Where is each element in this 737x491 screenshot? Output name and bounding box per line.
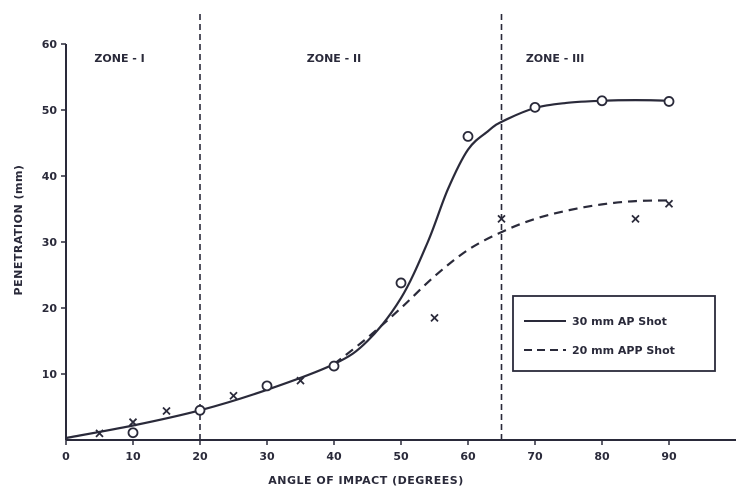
- data-point-x: [631, 214, 640, 224]
- series-line-app-20mm: [333, 199, 670, 365]
- data-point-circle: [194, 404, 206, 416]
- series-markers: [95, 95, 675, 439]
- x-tick-label: 50: [393, 450, 409, 463]
- data-point-x: [296, 376, 305, 385]
- data-point-x: [497, 214, 506, 224]
- legend-label-20mm: 20 mm APP Shot: [572, 344, 675, 357]
- y-tick-label: 60: [42, 38, 58, 51]
- ticks: 0 10 20 30 40 50 60 70 80 90 10 20 30 40 50 60: [42, 38, 677, 463]
- data-point-x: [229, 391, 238, 400]
- series-line-ap-30mm: [65, 98, 670, 440]
- axes: [65, 44, 736, 441]
- zone-label: ZONE - I: [94, 52, 144, 65]
- x-tick-label: 80: [594, 450, 610, 463]
- legend: 30 mm AP Shot 20 mm APP Shot: [512, 295, 716, 372]
- data-point-circle: [529, 101, 541, 113]
- zone-label: ZONE - III: [526, 52, 585, 65]
- legend-label-30mm: 30 mm AP Shot: [572, 315, 667, 328]
- x-tick-label: 90: [661, 450, 677, 463]
- series-lines: [65, 98, 670, 440]
- y-tick-label: 30: [42, 236, 58, 249]
- y-tick-label: 10: [42, 368, 58, 381]
- data-point-circle: [328, 360, 340, 372]
- data-point-circle: [261, 380, 273, 392]
- data-point-x: [162, 406, 171, 416]
- y-tick-label: 50: [42, 104, 58, 117]
- data-point-circle: [596, 95, 608, 107]
- zone-label: ZONE - II: [307, 52, 361, 65]
- data-point-x: [128, 418, 138, 427]
- legend-box: [512, 295, 716, 372]
- zone-labels: ZONE - I ZONE - II ZONE - III: [94, 52, 584, 65]
- x-tick-label: 60: [460, 450, 476, 463]
- x-axis-label: ANGLE OF IMPACT (DEGREES): [268, 474, 463, 487]
- data-point-x: [430, 313, 439, 323]
- x-tick-label: 40: [326, 450, 342, 463]
- y-tick-label: 20: [42, 302, 58, 315]
- x-tick-label: 70: [527, 450, 543, 463]
- data-point-circle: [395, 277, 407, 289]
- data-point-x: [664, 199, 674, 208]
- y-tick-label: 40: [42, 170, 58, 183]
- y-axis-label: PENETRATION (mm): [12, 165, 25, 296]
- x-tick-label: 10: [125, 450, 141, 463]
- x-tick-label: 0: [62, 450, 70, 463]
- x-tick-label: 20: [192, 450, 208, 463]
- zone-dividers: [199, 10, 503, 440]
- data-point-circle: [127, 427, 139, 439]
- data-point-x: [95, 429, 104, 438]
- data-point-circle: [663, 96, 675, 107]
- x-tick-label: 30: [259, 450, 275, 463]
- data-point-circle: [462, 130, 474, 142]
